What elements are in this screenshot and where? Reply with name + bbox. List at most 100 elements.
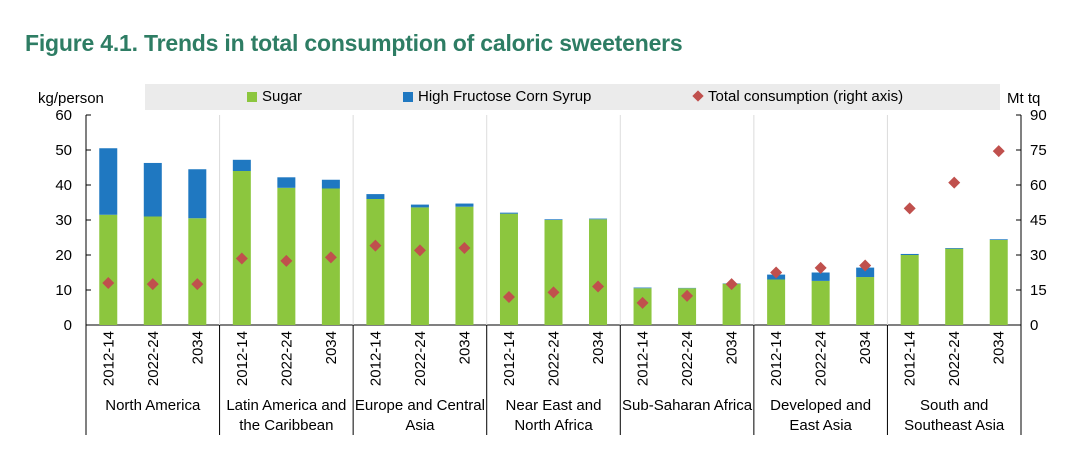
hfcs-bar xyxy=(811,272,830,281)
year-tick-label: 2022-24 xyxy=(679,331,696,386)
total-consumption-marker xyxy=(859,259,872,272)
right-tick-label: 45 xyxy=(1030,212,1047,229)
year-tick-label: 2022-24 xyxy=(278,331,295,386)
sugar-bar xyxy=(856,277,875,325)
hfcs-bar xyxy=(366,194,385,199)
region-label: Developed and xyxy=(770,397,871,414)
year-tick-label: 2012-14 xyxy=(367,331,384,386)
total-consumption-marker xyxy=(502,291,515,303)
total-consumption-marker xyxy=(636,296,649,309)
year-tick-label: 2034 xyxy=(857,331,874,364)
sugar-bar xyxy=(989,239,1008,325)
total-consumption-marker xyxy=(992,145,1005,158)
right-tick-label: 0 xyxy=(1030,317,1038,334)
sugar-bar xyxy=(544,220,563,325)
hfcs-bar xyxy=(410,204,429,208)
region-label: Near East and xyxy=(506,397,602,414)
hfcs-bar xyxy=(856,267,875,278)
total-consumption-marker xyxy=(770,266,783,279)
hfcs-bar xyxy=(945,248,964,249)
hfcs-bar xyxy=(499,212,518,214)
total-consumption-marker xyxy=(547,286,560,299)
legend-label-hfcs: High Fructose Corn Syrup xyxy=(418,88,592,105)
year-tick-label: 2034 xyxy=(456,331,473,364)
total-consumption-marker xyxy=(235,252,248,265)
total-consumption-marker xyxy=(413,244,426,257)
year-tick-label: 2012-14 xyxy=(501,331,518,386)
right-tick-label: 90 xyxy=(1030,107,1047,124)
region-label: Europe and Central xyxy=(355,397,485,414)
hfcs-bar xyxy=(900,253,919,255)
left-tick-label: 40 xyxy=(55,177,72,194)
region-label: the Caribbean xyxy=(239,417,333,434)
hfcs-bar xyxy=(277,177,296,188)
sugar-bar xyxy=(722,283,741,325)
right-tick-label: 60 xyxy=(1030,177,1047,194)
sugar-bar xyxy=(410,207,429,325)
right-axis-unit-label: Mt tq xyxy=(1007,90,1041,107)
year-tick-label: 2022-24 xyxy=(946,331,963,386)
sugar-bar xyxy=(232,171,251,325)
sugar-bar xyxy=(99,214,118,325)
year-tick-label: 2034 xyxy=(189,331,206,364)
region-label: Sub-Saharan Africa xyxy=(622,397,753,414)
region-label: North Africa xyxy=(514,417,593,434)
left-tick-label: 50 xyxy=(55,142,72,159)
region-label: Latin America and xyxy=(226,397,346,414)
sugar-bar xyxy=(945,248,964,325)
left-tick-label: 0 xyxy=(64,317,72,334)
total-consumption-marker xyxy=(280,254,293,267)
total-consumption-marker xyxy=(681,289,694,302)
hfcs-bar xyxy=(232,159,251,171)
sugar-bar xyxy=(188,218,207,325)
total-consumption-marker xyxy=(725,278,738,291)
year-tick-label: 2012-14 xyxy=(234,331,251,386)
year-tick-label: 2012-14 xyxy=(635,331,652,386)
total-consumption-marker xyxy=(592,280,605,293)
hfcs-bar xyxy=(989,239,1008,240)
hfcs-bar xyxy=(455,203,474,207)
legend: Sugar High Fructose Corn Syrup Total con… xyxy=(145,84,1000,110)
total-consumption-marker xyxy=(369,239,382,252)
total-consumption-marker xyxy=(948,176,961,189)
figure-title: Figure 4.1. Trends in total consumption … xyxy=(25,30,683,56)
sugar-bar xyxy=(811,280,830,325)
hfcs-bar xyxy=(321,179,340,189)
region-label: South and xyxy=(920,397,988,414)
left-tick-label: 20 xyxy=(55,247,72,264)
total-consumption-marker xyxy=(102,277,115,289)
sugar-bar xyxy=(455,206,474,325)
sugar-swatch-icon xyxy=(247,92,257,102)
left-tick-label: 30 xyxy=(55,212,72,229)
hfcs-bar xyxy=(633,287,652,289)
total-consumption-marker xyxy=(191,278,204,291)
left-tick-label: 10 xyxy=(55,282,72,299)
region-label: North America xyxy=(105,397,201,414)
year-tick-label: 2034 xyxy=(724,331,741,364)
left-axis-unit-label: kg/person xyxy=(38,90,104,107)
year-tick-label: 2012-14 xyxy=(768,331,785,386)
left-tick-label: 60 xyxy=(55,107,72,124)
sugar-bar xyxy=(678,288,697,325)
year-tick-label: 2022-24 xyxy=(412,331,429,386)
right-tick-label: 75 xyxy=(1030,142,1047,159)
total-consumption-marker xyxy=(903,202,916,215)
total-consumption-marker xyxy=(324,251,337,264)
legend-label-sugar: Sugar xyxy=(262,88,303,105)
year-tick-label: 2022-24 xyxy=(813,331,830,386)
right-tick-label: 30 xyxy=(1030,247,1047,264)
hfcs-bar xyxy=(143,162,162,217)
hfcs-bar xyxy=(99,148,118,215)
sugar-bar xyxy=(589,219,608,325)
sugar-bar xyxy=(767,279,786,325)
sugar-bar xyxy=(143,216,162,325)
region-label: Southeast Asia xyxy=(904,417,1005,434)
total-consumption-marker xyxy=(146,278,159,291)
year-tick-label: 2022-24 xyxy=(546,331,563,386)
sugar-bar xyxy=(366,199,385,325)
sugar-bar xyxy=(499,213,518,325)
year-tick-label: 2022-24 xyxy=(145,331,162,386)
hfcs-bar xyxy=(188,169,207,219)
hfcs-swatch-icon xyxy=(403,92,413,102)
